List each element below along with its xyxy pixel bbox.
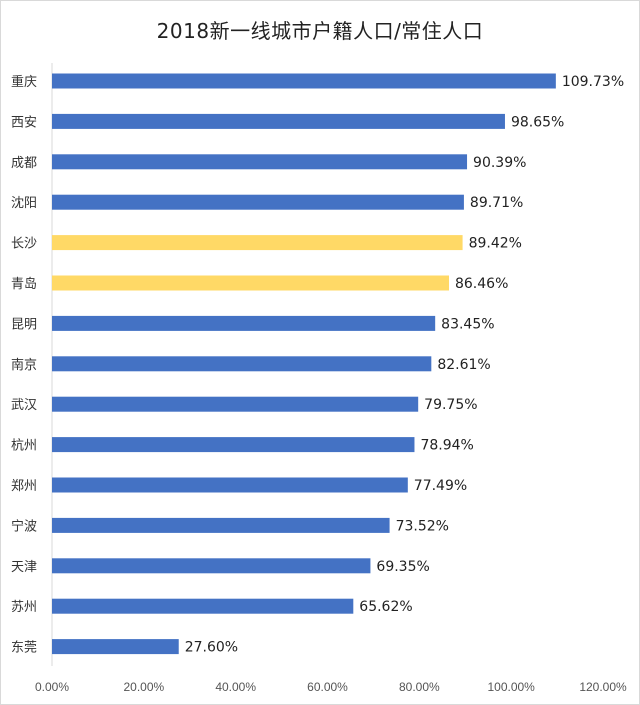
- data-label: 89.71%: [470, 195, 523, 211]
- labels-layer: 重庆 109.73% 西安 98.65% 成都 90.39% 沈阳 89.71% 长沙 89.42…: [11, 74, 624, 656]
- category-label: 成都: [11, 156, 37, 171]
- data-label: 83.45%: [441, 316, 494, 332]
- chart-title: 2018新一线城市户籍人口/常住人口: [156, 19, 484, 43]
- category-label: 天津: [11, 560, 37, 575]
- data-label: 69.35%: [376, 559, 429, 575]
- x-tick-label: 0.00%: [35, 680, 69, 694]
- category-label: 武汉: [11, 398, 37, 413]
- category-label: 南京: [11, 357, 37, 373]
- bar-长沙: [52, 235, 463, 251]
- data-label: 90.39%: [473, 155, 526, 171]
- data-label: 73.52%: [396, 518, 449, 534]
- data-label: 109.73%: [562, 74, 624, 90]
- bar-青岛: [52, 275, 449, 291]
- bar-昆明: [52, 315, 436, 331]
- bar-西安: [52, 113, 505, 129]
- bar-武汉: [52, 396, 419, 412]
- data-label: 82.61%: [437, 357, 490, 373]
- bar-宁波: [52, 517, 390, 533]
- bar-天津: [52, 558, 371, 574]
- bar-南京: [52, 356, 432, 372]
- data-label: 77.49%: [414, 478, 467, 494]
- category-label: 西安: [11, 115, 37, 130]
- x-tick-label: 40.00%: [215, 680, 256, 694]
- data-label: 89.42%: [469, 236, 522, 252]
- category-label: 苏州: [11, 599, 37, 615]
- ticks-layer: 0.00% 20.00% 40.00% 60.00% 80.00% 100.00% 120.…: [35, 680, 627, 694]
- x-tick-label: 20.00%: [123, 680, 164, 694]
- category-label: 杭州: [11, 439, 37, 454]
- bar-重庆: [52, 73, 556, 89]
- category-label: 重庆: [11, 74, 37, 90]
- data-label: 78.94%: [420, 438, 473, 454]
- x-tick-label: 60.00%: [307, 680, 348, 694]
- data-label: 79.75%: [424, 397, 477, 413]
- bars-layer: [52, 73, 556, 655]
- bar-郑州: [52, 477, 408, 493]
- bar-苏州: [52, 598, 354, 614]
- data-label: 98.65%: [511, 114, 564, 130]
- category-label: 沈阳: [11, 196, 37, 211]
- bar-成都: [52, 154, 468, 170]
- category-label: 宁波: [11, 518, 37, 534]
- bar-沈阳: [52, 194, 464, 210]
- x-tick-label: 120.00%: [579, 680, 627, 694]
- category-label: 东莞: [11, 641, 37, 656]
- x-tick-label: 100.00%: [487, 680, 535, 694]
- category-label: 昆明: [11, 317, 37, 332]
- category-label: 青岛: [11, 276, 37, 292]
- x-tick-label: 80.00%: [399, 680, 440, 694]
- category-label: 郑州: [11, 479, 37, 494]
- data-label: 86.46%: [455, 276, 508, 292]
- data-label: 65.62%: [359, 599, 412, 615]
- bar-杭州: [52, 437, 415, 453]
- data-label: 27.60%: [185, 640, 238, 656]
- bar-东莞: [52, 639, 179, 655]
- category-label: 长沙: [11, 237, 37, 252]
